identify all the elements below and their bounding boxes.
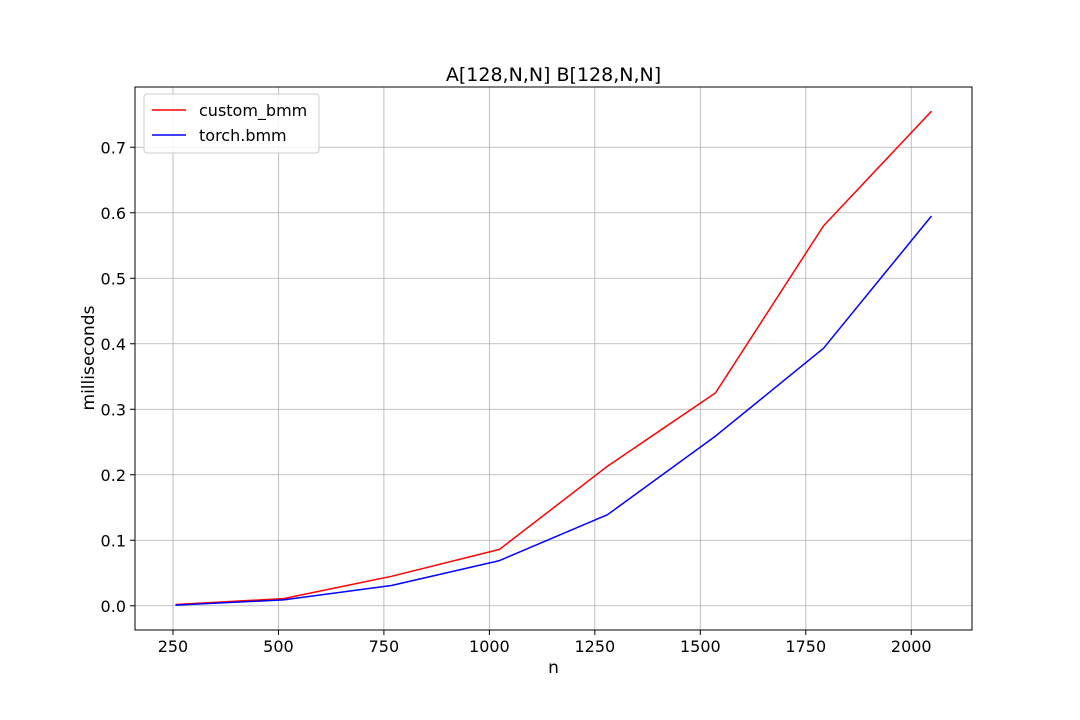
series-lines (175, 110, 933, 606)
x-tick-label: 750 (369, 637, 400, 656)
y-tick-label: 0.0 (101, 597, 126, 616)
legend-entry-label: custom_bmm (199, 101, 307, 121)
x-tick-label: 1500 (680, 637, 721, 656)
y-tick-label: 0.4 (101, 335, 126, 354)
x-tick-label: 1750 (785, 637, 826, 656)
legend-box (143, 93, 320, 154)
series-line-custom-bmm (175, 110, 933, 606)
legend: custom_bmm torch.bmm (143, 93, 320, 154)
y-tick-label: 0.3 (101, 400, 126, 419)
grid (135, 87, 972, 630)
y-axis-ticks: 0.0 0.1 0.2 0.3 0.4 0.5 0.6 0.7 (101, 138, 135, 616)
y-tick-label: 0.2 (101, 466, 126, 485)
x-tick-label: 250 (158, 637, 189, 656)
x-axis-ticks: 250 500 750 1000 1250 1500 1750 2000 (158, 630, 932, 656)
x-tick-label: 2000 (891, 637, 932, 656)
y-tick-label: 0.6 (101, 204, 126, 223)
x-tick-label: 1250 (574, 637, 615, 656)
chart-title: A[128,N,N] B[128,N,N] (446, 64, 661, 86)
series-line-torch-bmm (175, 215, 933, 606)
y-tick-label: 0.1 (101, 531, 126, 550)
x-tick-label: 500 (263, 637, 294, 656)
x-tick-label: 1000 (469, 637, 510, 656)
plot-frame (134, 86, 973, 631)
y-axis-label: milliseconds (79, 305, 99, 410)
legend-entry-label: torch.bmm (199, 126, 287, 145)
y-tick-label: 0.7 (101, 138, 126, 157)
x-axis-label: n (548, 658, 559, 678)
y-tick-label: 0.5 (101, 269, 126, 288)
